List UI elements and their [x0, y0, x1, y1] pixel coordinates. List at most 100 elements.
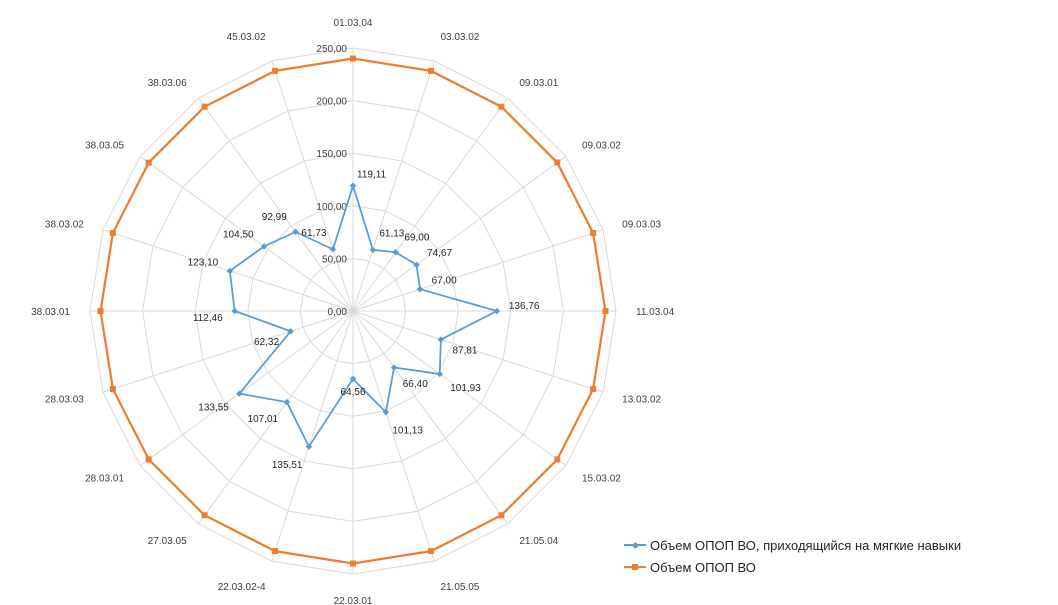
category-label: 28.03.03	[45, 394, 84, 405]
data-label: 104,50	[223, 229, 254, 240]
data-point	[413, 261, 420, 269]
data-point	[498, 512, 505, 519]
grid-spoke	[352, 310, 508, 525]
data-point	[201, 512, 208, 519]
data-point	[428, 67, 435, 74]
data-point	[236, 390, 243, 397]
data-point	[260, 243, 268, 250]
data-point	[437, 336, 445, 343]
data-labels: 119,11 61,13 69,00 74,67 67,00 136,76 87,81 101…	[188, 170, 540, 471]
data-label: 119,11	[357, 170, 387, 181]
data-point	[350, 560, 356, 567]
category-labels: 01.03.04 03.03.02 09.03.01 09.03.02 09.03.03…	[31, 18, 675, 605]
grid-spoke	[198, 310, 354, 525]
radial-axis-ticks: 0,00 50,00 100,00 150,00 200,00 250,00	[316, 44, 347, 318]
category-label: 45.03.02	[227, 32, 266, 43]
data-label: 61,13	[379, 228, 404, 239]
category-label: 22.03.01	[334, 596, 373, 605]
legend-swatch-total	[624, 561, 646, 573]
legend: Объем ОПОП ВО, приходящийся на мягкие на…	[624, 534, 961, 578]
tick-label: 200,00	[316, 97, 347, 108]
data-label: 101,13	[392, 426, 423, 437]
tick-label: 150,00	[316, 149, 347, 160]
data-point	[271, 548, 278, 555]
radar-grid	[89, 47, 617, 575]
data-label: 64,56	[340, 387, 365, 398]
data-label: 67,00	[432, 276, 457, 287]
tick-label: 250,00	[316, 44, 347, 55]
data-point	[369, 246, 377, 254]
data-point	[590, 386, 597, 393]
data-point	[231, 307, 238, 315]
series-line	[228, 184, 498, 448]
data-point	[350, 55, 356, 62]
data-label: 74,67	[427, 248, 452, 259]
category-label: 09.03.01	[519, 78, 558, 89]
series-0	[226, 182, 501, 450]
category-label: 15.03.02	[582, 473, 621, 484]
data-point	[109, 386, 116, 393]
data-point	[416, 285, 424, 293]
data-point	[349, 375, 357, 383]
data-point	[554, 159, 561, 166]
tick-label: 0,00	[328, 307, 348, 318]
data-point	[436, 370, 444, 378]
grid-spoke	[352, 310, 435, 562]
data-point	[554, 456, 561, 463]
data-point	[305, 443, 313, 450]
data-point	[145, 456, 152, 463]
category-label: 27.03.05	[148, 536, 187, 547]
category-label: 13.03.02	[622, 394, 661, 405]
category-label: 28.03.01	[85, 473, 124, 484]
legend-label-total: Объем ОПОП ВО	[650, 559, 756, 575]
series-1	[97, 55, 609, 567]
legend-swatch-soft-skills	[624, 539, 646, 551]
data-point	[283, 398, 291, 406]
data-label: 69,00	[404, 233, 429, 244]
data-label: 62,32	[254, 337, 279, 348]
category-label: 38.03.05	[85, 141, 124, 152]
grid-spoke	[352, 60, 435, 312]
category-label: 38.03.06	[148, 78, 187, 89]
data-point	[109, 229, 116, 236]
legend-item-total: Объем ОПОП ВО	[624, 556, 961, 578]
grid-spoke	[139, 310, 354, 466]
data-label: 66,40	[403, 379, 428, 390]
grid-spoke	[352, 310, 567, 466]
data-label: 107,01	[248, 414, 279, 425]
data-label: 136,76	[509, 301, 540, 312]
category-label: 03.03.02	[440, 32, 479, 43]
tick-label: 50,00	[322, 254, 347, 265]
data-point	[287, 328, 294, 335]
category-label: 09.03.02	[582, 141, 621, 152]
data-label: 61,73	[301, 228, 326, 239]
data-point	[97, 308, 104, 314]
data-point	[428, 548, 435, 555]
grid-spoke	[352, 156, 567, 312]
grid-spoke	[352, 97, 508, 312]
data-point	[493, 307, 501, 315]
data-label: 87,81	[452, 345, 477, 356]
category-label: 38.03.01	[31, 307, 70, 318]
data-point	[329, 245, 337, 253]
data-point	[382, 408, 390, 416]
category-label: 21.05.05	[440, 582, 479, 593]
data-point	[590, 229, 597, 236]
data-label: 112,46	[193, 313, 223, 324]
data-point	[349, 182, 357, 189]
data-point	[392, 249, 399, 256]
data-label: 92,99	[262, 212, 287, 223]
series-layer	[97, 55, 609, 567]
category-label: 01.03.04	[334, 18, 373, 29]
data-point	[271, 67, 278, 74]
category-label: 38.03.02	[45, 220, 84, 231]
grid-spoke	[352, 310, 604, 393]
grid-spoke	[352, 229, 604, 312]
grid-spoke	[139, 156, 354, 312]
data-point	[292, 228, 299, 236]
legend-item-soft-skills: Объем ОПОП ВО, приходящийся на мягкие на…	[624, 534, 961, 556]
grid-spoke	[102, 310, 354, 393]
category-label: 22.03.02-4	[218, 582, 266, 593]
data-label: 135,51	[272, 460, 303, 471]
